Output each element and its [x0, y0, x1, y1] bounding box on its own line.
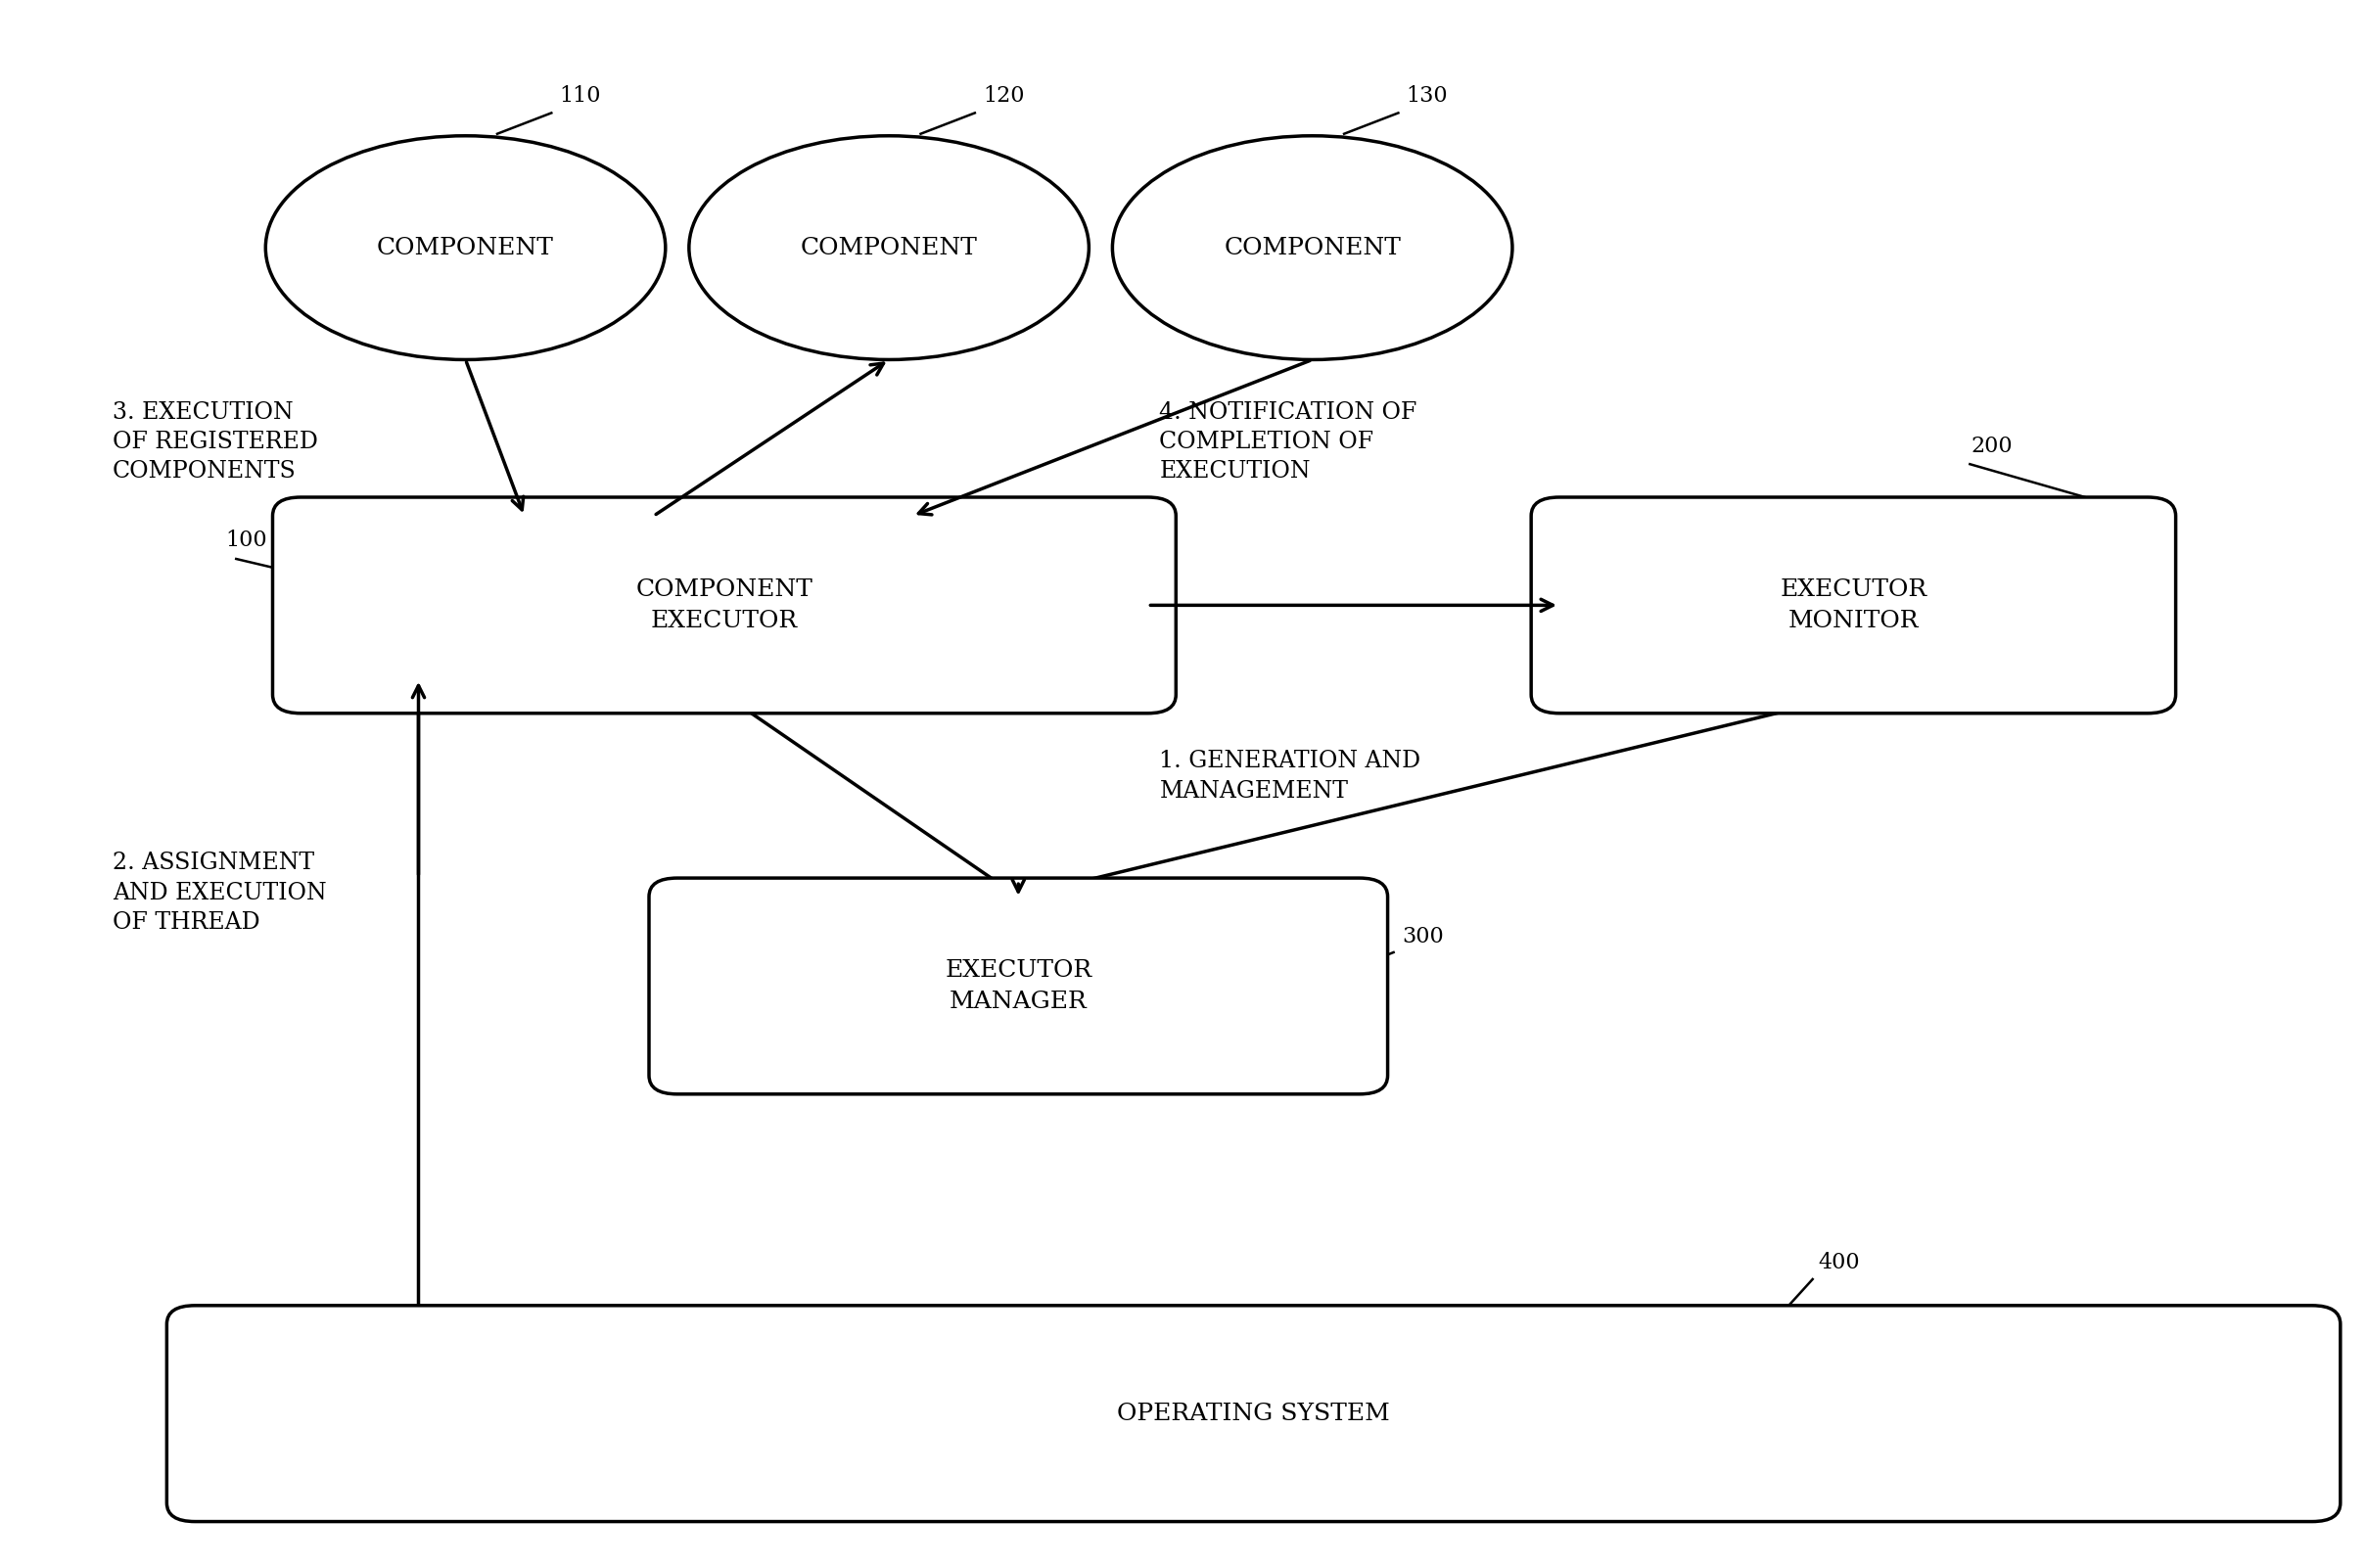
Text: 200: 200 [1971, 436, 2013, 458]
Text: 120: 120 [982, 85, 1024, 107]
FancyBboxPatch shape [648, 878, 1389, 1094]
Text: COMPONENT: COMPONENT [1223, 237, 1401, 259]
FancyBboxPatch shape [1531, 497, 2177, 713]
Text: 4. NOTIFICATION OF
COMPLETION OF
EXECUTION: 4. NOTIFICATION OF COMPLETION OF EXECUTI… [1159, 401, 1417, 483]
FancyBboxPatch shape [166, 1306, 2340, 1521]
Text: 130: 130 [1405, 85, 1448, 107]
Text: 2. ASSIGNMENT
AND EXECUTION
OF THREAD: 2. ASSIGNMENT AND EXECUTION OF THREAD [114, 851, 327, 933]
Text: COMPONENT: COMPONENT [800, 237, 977, 259]
Text: 300: 300 [1401, 925, 1443, 947]
Text: COMPONENT
EXECUTOR: COMPONENT EXECUTOR [636, 579, 814, 632]
Text: EXECUTOR
MANAGER: EXECUTOR MANAGER [944, 960, 1091, 1013]
Ellipse shape [265, 136, 665, 359]
Text: 100: 100 [225, 530, 267, 550]
Text: 3. EXECUTION
OF REGISTERED
COMPONENTS: 3. EXECUTION OF REGISTERED COMPONENTS [114, 401, 317, 483]
Text: COMPONENT: COMPONENT [376, 237, 554, 259]
Text: 1. GENERATION AND
MANAGEMENT: 1. GENERATION AND MANAGEMENT [1159, 750, 1422, 803]
Text: EXECUTOR
MONITOR: EXECUTOR MONITOR [1779, 579, 1926, 632]
Text: 110: 110 [561, 85, 601, 107]
FancyBboxPatch shape [272, 497, 1176, 713]
Ellipse shape [689, 136, 1088, 359]
Text: 400: 400 [1817, 1253, 1860, 1273]
Ellipse shape [1112, 136, 1512, 359]
Text: OPERATING SYSTEM: OPERATING SYSTEM [1117, 1402, 1389, 1425]
